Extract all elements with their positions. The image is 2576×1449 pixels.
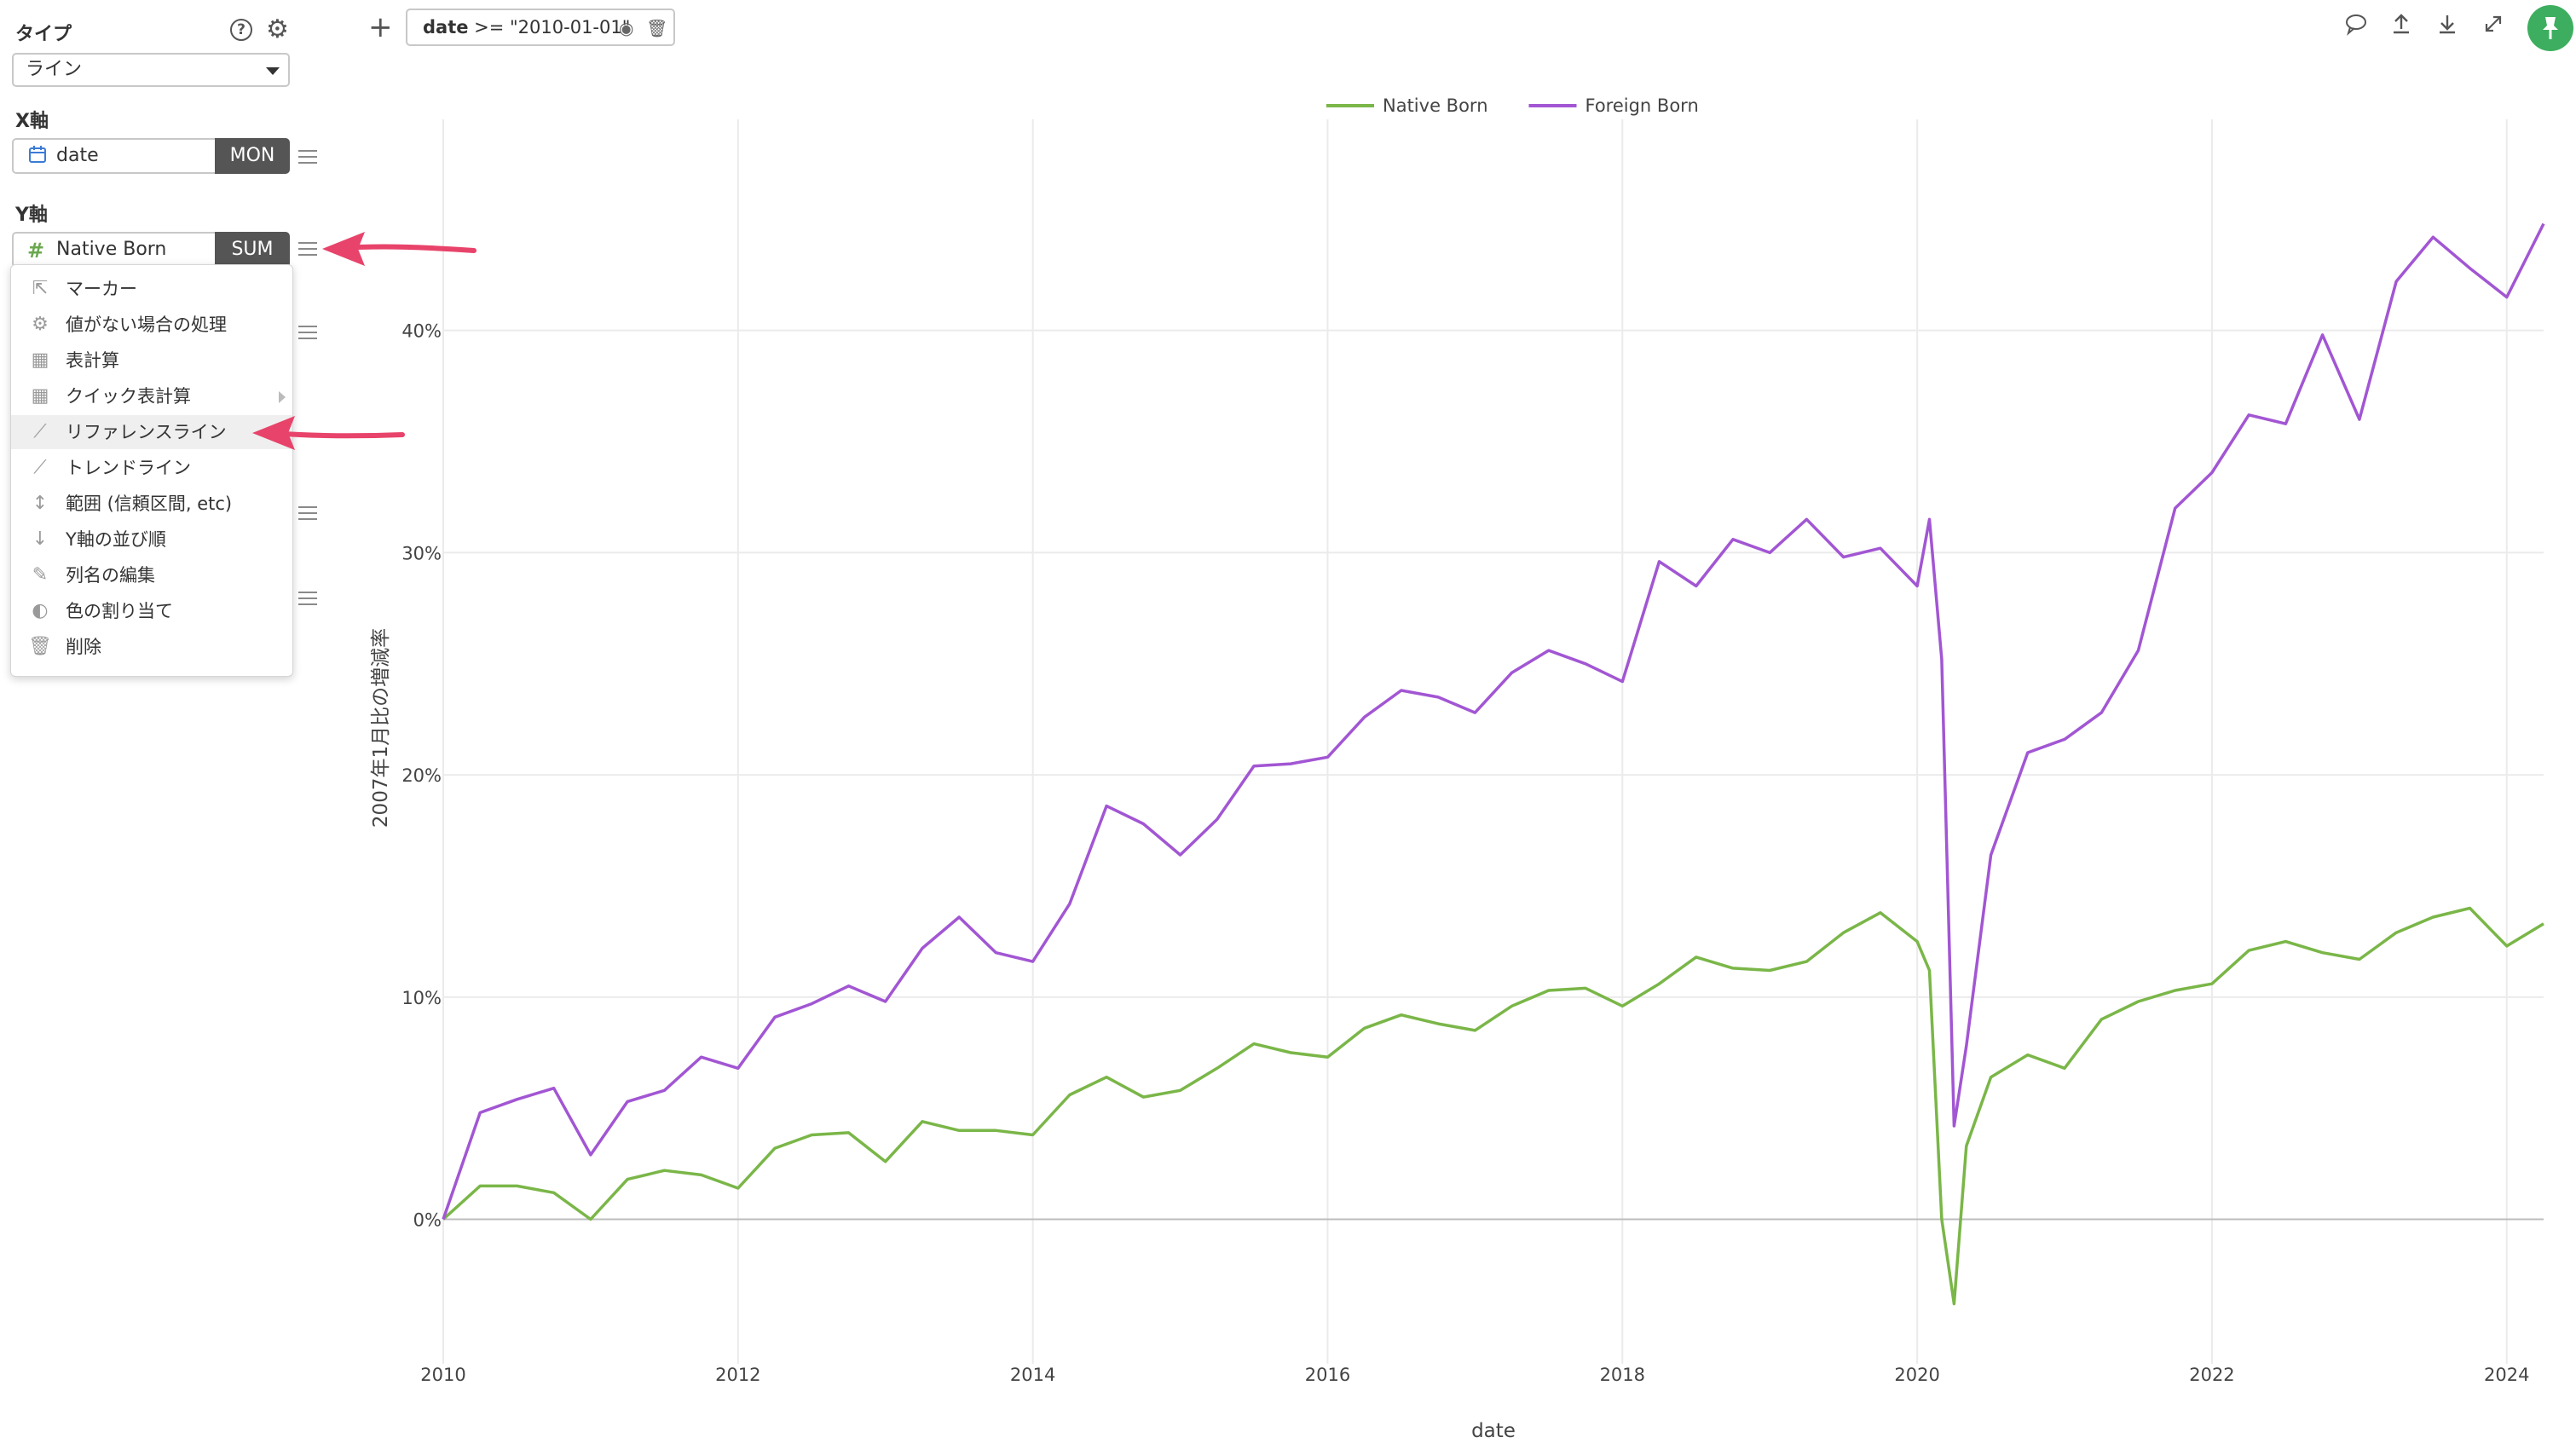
menu-item-missing-values[interactable]: ⚙ 値がない場合の処理 bbox=[11, 308, 292, 342]
gear-icon[interactable]: ⚙ bbox=[266, 14, 289, 44]
row-menu-icon[interactable] bbox=[298, 506, 317, 520]
x-tick-label: 2010 bbox=[420, 1365, 465, 1385]
type-section-label: タイプ bbox=[15, 24, 72, 45]
y-tick-label: 30% bbox=[401, 543, 442, 563]
legend-label: Native Born bbox=[1383, 95, 1488, 116]
number-type-icon: # bbox=[27, 239, 45, 263]
x-tick-label: 2024 bbox=[2484, 1365, 2529, 1385]
y-axis-field[interactable]: # Native Born bbox=[12, 232, 215, 268]
y-tick-label: 40% bbox=[401, 321, 442, 342]
filter-field: date bbox=[423, 17, 469, 38]
chart-series bbox=[442, 222, 2545, 1306]
legend-item[interactable]: Foreign Born bbox=[1528, 95, 1699, 116]
y-tick-label: 20% bbox=[401, 765, 442, 786]
gear-icon: ⚙ bbox=[32, 314, 49, 335]
calendar-icon bbox=[27, 144, 48, 170]
x-axis-title: date bbox=[1471, 1420, 1516, 1442]
x-axis-field[interactable]: date bbox=[12, 138, 215, 174]
menu-item-color-assign[interactable]: ◐ 色の割り当て bbox=[11, 594, 292, 628]
trash-icon[interactable]: 🗑 bbox=[646, 18, 668, 38]
y-axis-menu-icon[interactable] bbox=[298, 242, 317, 256]
eye-icon[interactable]: ◉ bbox=[619, 18, 634, 38]
expand-icon[interactable] bbox=[2479, 12, 2508, 43]
y-tick-label: 10% bbox=[401, 988, 442, 1008]
y-axis-title: 2007年1月比の増減率 bbox=[370, 628, 392, 828]
y-axis-field-name: Native Born bbox=[56, 239, 167, 260]
legend-item[interactable]: Native Born bbox=[1326, 95, 1488, 116]
download-icon[interactable] bbox=[2433, 12, 2462, 43]
chart-type-value: ライン bbox=[26, 59, 83, 80]
y-axis-section-label: Y軸 bbox=[15, 205, 48, 226]
menu-item-delete[interactable]: 🗑 削除 bbox=[28, 636, 101, 657]
reference-line-icon: ⟋ bbox=[33, 421, 47, 442]
series-line-foreign-born[interactable] bbox=[442, 222, 2545, 1221]
menu-item-rename-column[interactable]: ✎ 列名の編集 bbox=[11, 558, 292, 592]
chart-type-select[interactable]: ライン bbox=[12, 53, 290, 87]
y-axis-context-menu: ⇱ マーカー ⚙ 値がない場合の処理 ▦ 表計算 ▦ クイック表計算 ⟋ リファ… bbox=[10, 264, 293, 677]
x-axis-section-label: X軸 bbox=[15, 111, 49, 132]
legend-label: Foreign Born bbox=[1585, 95, 1699, 116]
row-menu-icon[interactable] bbox=[298, 326, 317, 339]
edit-icon: ✎ bbox=[32, 564, 49, 586]
menu-item-quick-table-calc[interactable]: ▦ クイック表計算 bbox=[11, 379, 292, 413]
menu-item-y-sort[interactable]: ↓ Y軸の並び順 bbox=[11, 522, 292, 557]
pointer-icon: ⇱ bbox=[32, 278, 49, 299]
pin-icon[interactable] bbox=[2527, 5, 2573, 51]
table-icon: ▦ bbox=[31, 385, 49, 407]
chart-legend: Native Born Foreign Born bbox=[1326, 95, 1699, 116]
chevron-right-icon bbox=[279, 391, 286, 403]
y-axis-agg-button[interactable]: SUM bbox=[215, 232, 290, 268]
x-tick-label: 2022 bbox=[2189, 1365, 2234, 1385]
series-line-native-born[interactable] bbox=[442, 906, 2544, 1306]
menu-item-marker[interactable]: ⇱ マーカー bbox=[11, 272, 292, 306]
row-menu-icon[interactable] bbox=[298, 592, 317, 605]
x-tick-label: 2014 bbox=[1010, 1365, 1055, 1385]
x-axis-menu-icon[interactable] bbox=[298, 150, 317, 164]
add-filter-button[interactable]: + bbox=[368, 10, 393, 44]
trend-line-icon: ⟋ bbox=[33, 457, 47, 478]
menu-item-range[interactable]: ↕ 範囲 (信頼区間, etc) bbox=[11, 487, 292, 521]
x-axis-agg-button[interactable]: MON bbox=[215, 138, 290, 174]
x-axis-field-name: date bbox=[56, 145, 99, 166]
annotation-arrow bbox=[322, 232, 477, 266]
menu-item-reference-line[interactable]: ⟋ リファレンスライン bbox=[11, 415, 292, 449]
sort-icon: ↓ bbox=[32, 528, 49, 550]
table-icon: ▦ bbox=[31, 349, 49, 371]
palette-icon: ◐ bbox=[32, 600, 49, 621]
comment-icon[interactable] bbox=[2342, 12, 2371, 43]
x-tick-label: 2012 bbox=[715, 1365, 760, 1385]
x-tick-label: 2020 bbox=[1894, 1365, 1939, 1385]
x-tick-label: 2016 bbox=[1305, 1365, 1350, 1385]
range-icon: ↕ bbox=[32, 493, 49, 514]
x-tick-label: 2018 bbox=[1600, 1365, 1645, 1385]
trash-icon: 🗑 bbox=[28, 636, 52, 657]
filter-expression: >= "2010-01-01" bbox=[468, 17, 631, 38]
upload-icon[interactable] bbox=[2387, 12, 2416, 43]
annotation-arrow bbox=[252, 416, 405, 450]
chart-ticks: 2010 2012 2014 2016 2018 2020 2022 2024 0% 10% 20%… bbox=[401, 321, 2529, 1385]
menu-item-table-calc[interactable]: ▦ 表計算 bbox=[11, 343, 292, 378]
help-icon[interactable]: ? bbox=[230, 19, 252, 41]
chevron-down-icon bbox=[266, 67, 280, 75]
filter-chip[interactable]: date >= "2010-01-01" ◉ 🗑 bbox=[406, 9, 675, 46]
y-tick-label: 0% bbox=[413, 1210, 442, 1231]
menu-item-trend-line[interactable]: ⟋ トレンドライン bbox=[11, 451, 292, 485]
chart-grid bbox=[442, 119, 2544, 1364]
